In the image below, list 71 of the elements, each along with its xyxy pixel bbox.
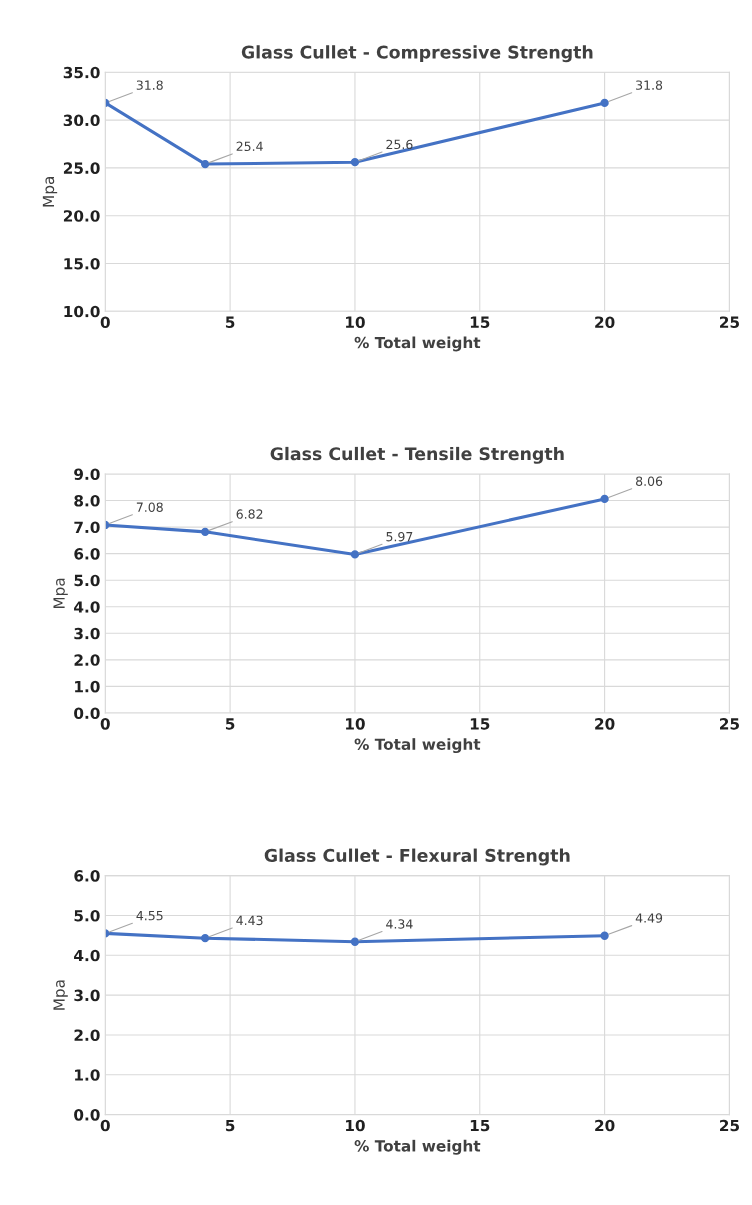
x-tick-label: 10 <box>346 316 365 328</box>
point <box>600 494 609 504</box>
y-axis-title: Mpa <box>42 177 58 207</box>
x-tick-label: 20 <box>595 316 615 328</box>
x-tick-label: 10 <box>346 1119 365 1132</box>
point <box>200 934 210 943</box>
data-label: 4.49 <box>635 913 663 923</box>
x-tick-label: 10 <box>346 718 365 730</box>
chart-title: Glass Cullet - Compressive Strength <box>241 45 593 63</box>
x-tick-label: 25 <box>720 718 739 730</box>
data-label: 5.97 <box>386 531 413 542</box>
data-label: 7.08 <box>136 502 163 512</box>
x-tick-label: 0 <box>100 718 110 730</box>
data-label: 25.4 <box>236 141 263 152</box>
point <box>600 931 609 940</box>
x-tick-label: 25 <box>720 1119 739 1132</box>
y-tick-label: 1.0 <box>75 680 100 693</box>
y-tick-label: 5.0 <box>74 909 100 922</box>
y-tick-label: 15.0 <box>64 257 100 270</box>
y-tick-label: 2.0 <box>74 654 100 666</box>
y-tick-label: 7.0 <box>74 521 100 534</box>
x-tick-label: 5 <box>225 1119 235 1132</box>
y-tick-label: 4.0 <box>74 949 100 962</box>
y-tick-label: 8.0 <box>74 494 100 507</box>
data-label: 25.6 <box>386 139 413 150</box>
data-label: 4.43 <box>236 915 263 926</box>
x-tick-label: 20 <box>595 1119 615 1132</box>
point <box>200 527 210 537</box>
data-label: 31.8 <box>636 80 663 90</box>
y-tick-label: 4.0 <box>74 601 100 613</box>
y-tick-label: 35.0 <box>63 66 100 79</box>
x-tick-label: 0 <box>100 316 110 328</box>
y-tick-label: 1.0 <box>75 1069 100 1081</box>
y-tick-label: 30.0 <box>63 114 100 127</box>
y-tick-label: 0.0 <box>74 707 100 719</box>
point <box>200 159 210 169</box>
chart-title: Glass Cullet - Tensile Strength <box>270 446 564 464</box>
y-tick-label: 25.0 <box>63 162 100 174</box>
y-tick-label: 10.0 <box>64 305 100 318</box>
data-label: 4.55 <box>136 911 163 921</box>
data-label: 8.06 <box>636 476 663 486</box>
point <box>600 98 609 108</box>
y-tick-label: 0.0 <box>74 1109 100 1121</box>
chart-title: Glass Cullet - Flexural Strength <box>264 848 570 866</box>
x-tick-label: 5 <box>225 718 235 730</box>
x-tick-label: 15 <box>470 1119 490 1132</box>
x-tick-label: 20 <box>595 718 615 730</box>
y-tick-label: 6.0 <box>74 548 100 560</box>
y-tick-label: 20.0 <box>63 210 100 222</box>
y-axis-title: Mpa <box>53 980 68 1010</box>
x-tick-label: 15 <box>470 316 490 328</box>
y-tick-label: 5.0 <box>74 574 100 587</box>
data-label: 4.34 <box>386 919 413 929</box>
point <box>350 157 360 167</box>
y-tick-label: 2.0 <box>74 1029 100 1041</box>
data-label: 31.8 <box>136 80 163 90</box>
point <box>350 550 360 559</box>
x-axis-title: % Total weight <box>354 336 481 352</box>
y-axis-title: Mpa <box>53 578 68 609</box>
y-tick-label: 6.0 <box>74 870 100 882</box>
x-tick-label: 5 <box>225 316 235 328</box>
point <box>350 937 360 946</box>
x-axis-title: % Total weight <box>354 1139 481 1155</box>
y-tick-label: 9.0 <box>74 468 100 480</box>
x-tick-label: 0 <box>100 1119 110 1132</box>
x-tick-label: 15 <box>470 718 490 730</box>
y-tick-label: 3.0 <box>74 989 100 1002</box>
data-label: 6.82 <box>236 509 263 519</box>
x-tick-label: 25 <box>720 316 739 328</box>
y-tick-label: 3.0 <box>74 627 100 640</box>
x-axis-title: % Total weight <box>354 738 481 754</box>
